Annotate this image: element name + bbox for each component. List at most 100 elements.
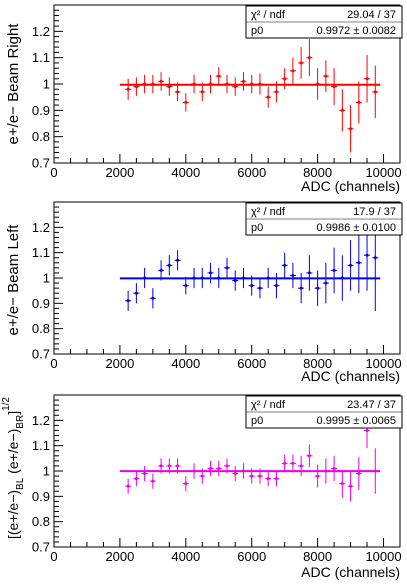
y-tick-label: 0.9 <box>32 103 50 118</box>
data-point <box>134 477 138 481</box>
data-point <box>332 466 336 470</box>
data-point <box>134 85 138 89</box>
data-point <box>159 268 163 272</box>
x-axis-label: ADC (channels) <box>301 564 400 580</box>
y-axis-label-part: 1/2 <box>1 397 12 411</box>
data-point <box>151 296 155 300</box>
data-point <box>250 474 254 478</box>
data-point <box>176 258 180 262</box>
data-point <box>307 271 311 275</box>
stats-p0-value: 0.9972 ± 0.0082 <box>317 25 396 37</box>
data-point <box>200 90 204 94</box>
data-point <box>225 464 229 468</box>
data-point <box>159 464 163 468</box>
x-tick-label: 10000 <box>365 165 401 180</box>
data-point <box>176 464 180 468</box>
x-tick-label: 2000 <box>105 549 134 564</box>
y-axis-label-part: [(e+/e−) <box>5 490 21 539</box>
x-tick-label: 6000 <box>237 356 266 371</box>
y-tick-label: 0.8 <box>32 321 50 336</box>
data-point <box>200 474 204 478</box>
data-point <box>332 268 336 272</box>
chart-panel-2: 0 2000 4000 6000 8000 10000 0.7 0.8 0.9 1 1.1 1.2 χ²… <box>5 201 403 384</box>
x-tick-label: 8000 <box>303 549 332 564</box>
data-point <box>299 464 303 468</box>
stats-p0-label: p0 <box>251 415 263 427</box>
data-point <box>192 469 196 473</box>
y-tick-label: 1.1 <box>32 50 50 65</box>
data-point <box>340 276 344 280</box>
data-point <box>241 276 245 280</box>
data-point <box>373 90 377 94</box>
stats-p0-label: p0 <box>251 25 263 37</box>
x-tick-label: 10000 <box>365 549 401 564</box>
data-point <box>373 256 377 260</box>
y-tick-label: 1.1 <box>32 245 50 260</box>
y-tick-label: 0.9 <box>32 296 50 311</box>
y-tick-label: 1 <box>43 271 50 286</box>
y-tick-label: 1.2 <box>32 220 50 235</box>
stats-chi2-value: 23.47 / 37 <box>347 399 396 411</box>
data-point <box>250 284 254 288</box>
data-point <box>283 77 287 81</box>
data-point <box>266 477 270 481</box>
data-point <box>209 271 213 275</box>
stats-chi2-value: 29.04 / 37 <box>347 9 396 21</box>
data-point <box>167 85 171 89</box>
data-point <box>151 82 155 86</box>
y-tick-label: 1.2 <box>32 24 50 39</box>
data-point <box>143 82 147 86</box>
chart-panel-1: 0 2000 4000 6000 8000 10000 0.7 0.8 0.9 1 1.1 1.2 χ²… <box>5 4 403 194</box>
data-point <box>217 74 221 78</box>
data-point <box>143 276 147 280</box>
y-tick-label: 0.7 <box>32 156 50 171</box>
stats-p0-value: 0.9986 ± 0.0100 <box>317 222 396 234</box>
data-point <box>274 90 278 94</box>
data-point <box>357 100 361 104</box>
data-point <box>357 472 361 476</box>
data-point <box>274 477 278 481</box>
chart-panel-3: 0 2000 4000 6000 8000 10000 0.7 0.8 0.9 1 1.1 1.2 χ²… <box>1 394 403 580</box>
data-point <box>126 299 130 303</box>
data-point <box>291 273 295 277</box>
data-point <box>266 95 270 99</box>
data-point <box>167 464 171 468</box>
y-tick-label: 0.8 <box>32 129 50 144</box>
data-point <box>233 85 237 89</box>
y-axis-label: e+/e− Beam Left <box>5 224 22 336</box>
y-tick-label: 0.9 <box>32 489 50 504</box>
data-point <box>283 263 287 267</box>
y-axis-label-part: BR <box>15 415 26 429</box>
y-tick-label: 0.7 <box>32 540 50 555</box>
data-point <box>209 466 213 470</box>
data-point <box>258 82 262 86</box>
data-point <box>258 286 262 290</box>
data-point <box>184 100 188 104</box>
data-point <box>307 454 311 458</box>
stats-chi2-value: 17.9 / 37 <box>353 206 396 218</box>
data-point <box>316 474 320 478</box>
y-axis-label: e+/e− Beam Right <box>5 23 22 145</box>
x-axis-label: ADC (channels) <box>301 178 400 194</box>
data-point <box>365 77 369 81</box>
data-point <box>134 291 138 295</box>
stats-chi2-label: χ² / ndf <box>251 206 286 218</box>
y-axis-label: [(e+/e−)BL (e+/e−)BR]1/2 <box>1 397 26 539</box>
data-point <box>299 286 303 290</box>
data-point <box>200 276 204 280</box>
data-point <box>316 82 320 86</box>
y-axis-label-part: ] <box>5 411 21 415</box>
data-point <box>143 472 147 476</box>
data-point <box>241 79 245 83</box>
data-point <box>126 87 130 91</box>
data-point <box>250 82 254 86</box>
x-tick-label: 0 <box>50 549 57 564</box>
data-point <box>258 474 262 478</box>
data-point <box>233 279 237 283</box>
data-point <box>307 56 311 60</box>
data-point <box>365 253 369 257</box>
x-tick-label: 2000 <box>105 165 134 180</box>
x-axis-label: ADC (channels) <box>301 368 400 384</box>
y-tick-label: 0.8 <box>32 514 50 529</box>
